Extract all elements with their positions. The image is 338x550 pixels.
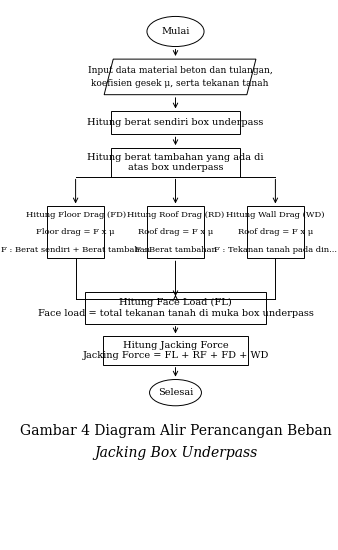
FancyBboxPatch shape	[111, 148, 240, 177]
Text: koefisien gesek μ, serta tekanan tanah: koefisien gesek μ, serta tekanan tanah	[91, 79, 269, 88]
Text: Input data material beton dan tulangan,: Input data material beton dan tulangan,	[88, 66, 272, 75]
Text: F : Berat sendiri + Berat tambahan: F : Berat sendiri + Berat tambahan	[1, 246, 150, 254]
Text: Hitung berat sendiri box underpass: Hitung berat sendiri box underpass	[87, 118, 264, 128]
FancyBboxPatch shape	[111, 112, 240, 134]
Text: Floor drag = F x μ: Floor drag = F x μ	[37, 228, 115, 236]
FancyBboxPatch shape	[147, 206, 204, 258]
Text: Hitung Face Load (FL): Hitung Face Load (FL)	[119, 298, 232, 307]
Ellipse shape	[149, 379, 201, 406]
Text: Roof drag = F x μ: Roof drag = F x μ	[138, 228, 213, 236]
Text: Hitung berat tambahan yang ada di: Hitung berat tambahan yang ada di	[87, 153, 264, 162]
Text: Face load = total tekanan tanah di muka box underpass: Face load = total tekanan tanah di muka …	[38, 309, 313, 317]
Text: Jacking Box Underpass: Jacking Box Underpass	[94, 446, 257, 460]
Text: atas box underpass: atas box underpass	[128, 162, 223, 172]
Text: Mulai: Mulai	[161, 27, 190, 36]
Text: F : Berat tambahan: F : Berat tambahan	[135, 246, 216, 254]
FancyBboxPatch shape	[103, 336, 248, 365]
Text: Hitung Wall Drag (WD): Hitung Wall Drag (WD)	[226, 211, 324, 219]
FancyBboxPatch shape	[47, 206, 104, 258]
Text: Roof drag = F x μ: Roof drag = F x μ	[238, 228, 313, 236]
Text: Hitung Jacking Force: Hitung Jacking Force	[123, 341, 228, 350]
Text: Selesai: Selesai	[158, 388, 193, 397]
Text: Gambar 4 Diagram Alir Perancangan Beban: Gambar 4 Diagram Alir Perancangan Beban	[20, 424, 331, 438]
Text: Hitung Roof Drag (RD): Hitung Roof Drag (RD)	[127, 211, 224, 219]
FancyBboxPatch shape	[247, 206, 304, 258]
Text: F : Tekanan tanah pada din...: F : Tekanan tanah pada din...	[214, 246, 337, 254]
Text: Hitung Floor Drag (FD): Hitung Floor Drag (FD)	[26, 211, 126, 219]
Polygon shape	[104, 59, 256, 95]
FancyBboxPatch shape	[85, 292, 266, 324]
Text: Jacking Force = FL + RF + FD + WD: Jacking Force = FL + RF + FD + WD	[82, 351, 269, 360]
Ellipse shape	[147, 16, 204, 47]
